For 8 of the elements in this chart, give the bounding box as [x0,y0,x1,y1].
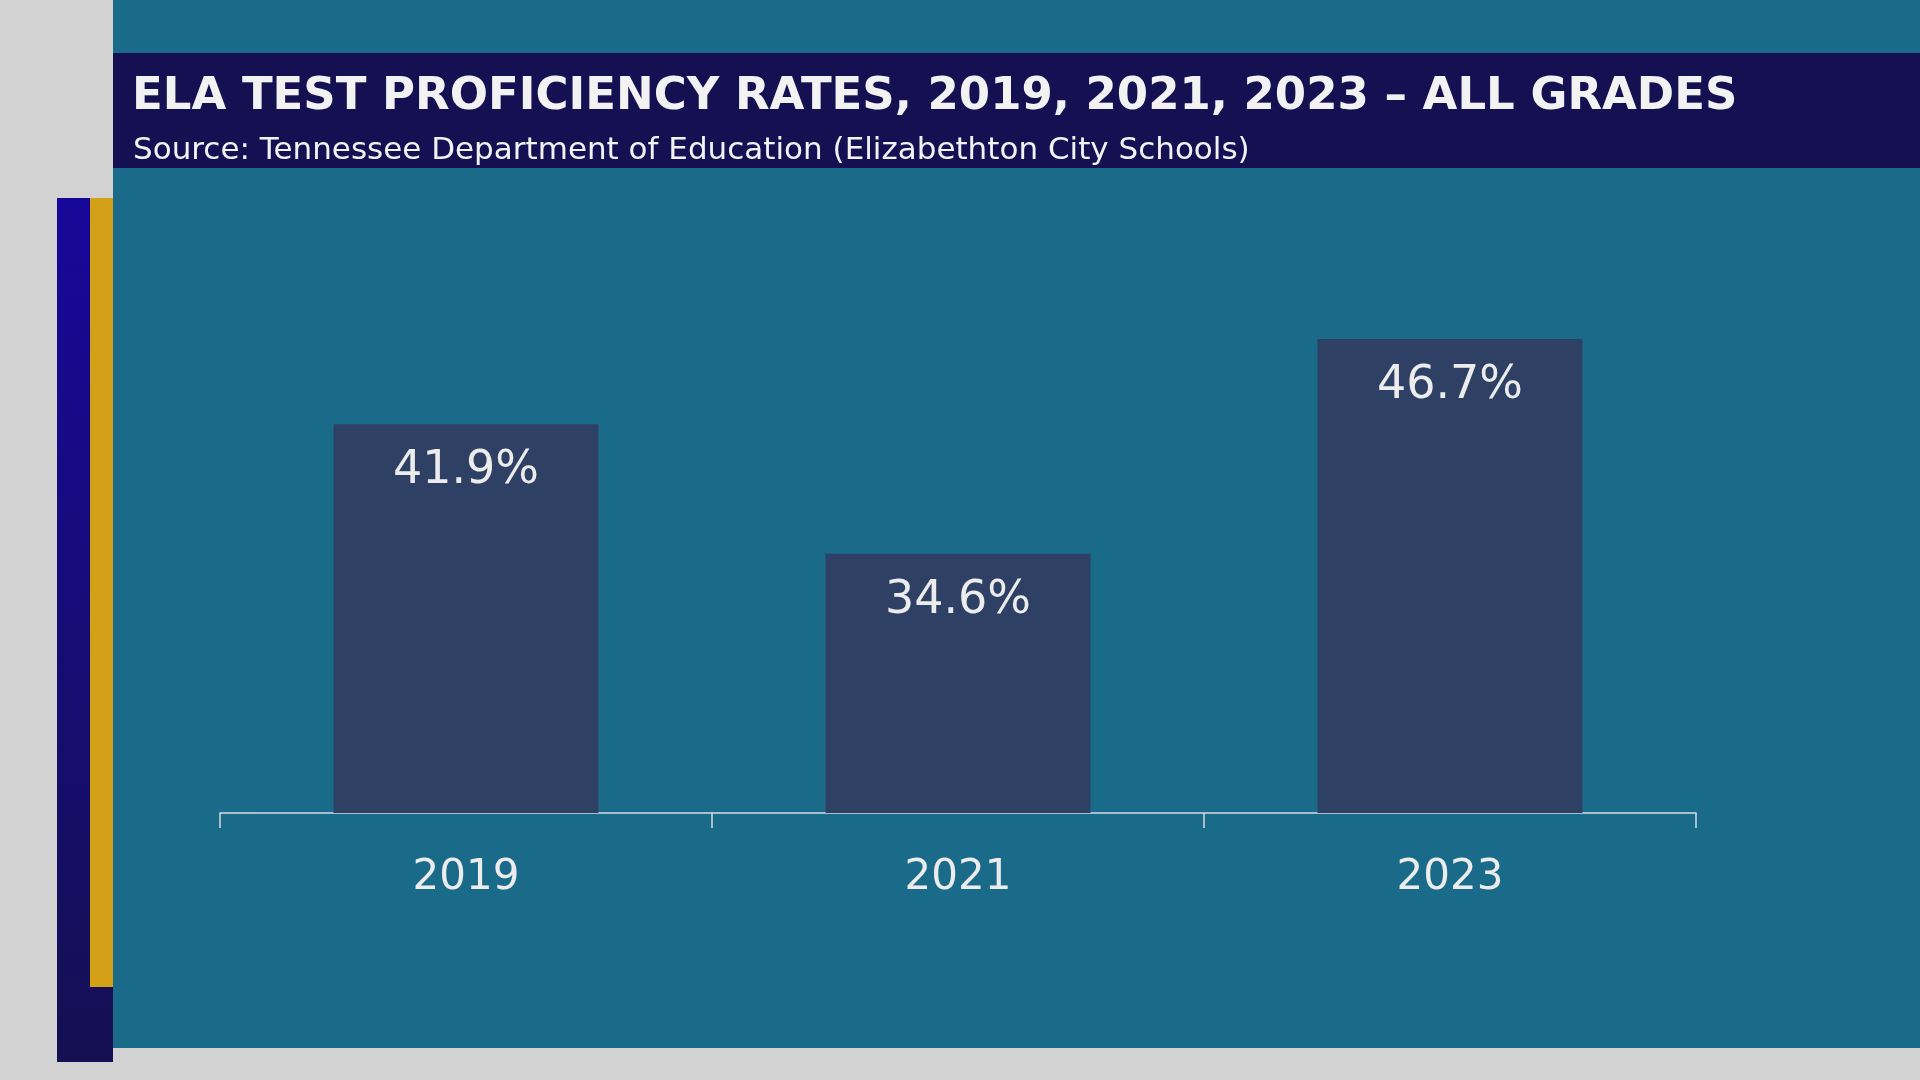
source-note: Source: Tennessee Department of Education (Elizabethton City Schools) [133,129,1250,166]
data-label: 41.9% [392,440,540,495]
data-label: 46.7% [1376,355,1524,409]
x-tick-label: 2019 [412,849,520,899]
x-tick-label: 2021 [904,849,1012,899]
chart-title: ELA TEST PROFICIENCY RATES, 2019, 2021, 2023 – ALL GRADES [132,67,1738,120]
data-label: 34.6% [884,569,1032,624]
x-tick-label: 2023 [1396,849,1504,899]
